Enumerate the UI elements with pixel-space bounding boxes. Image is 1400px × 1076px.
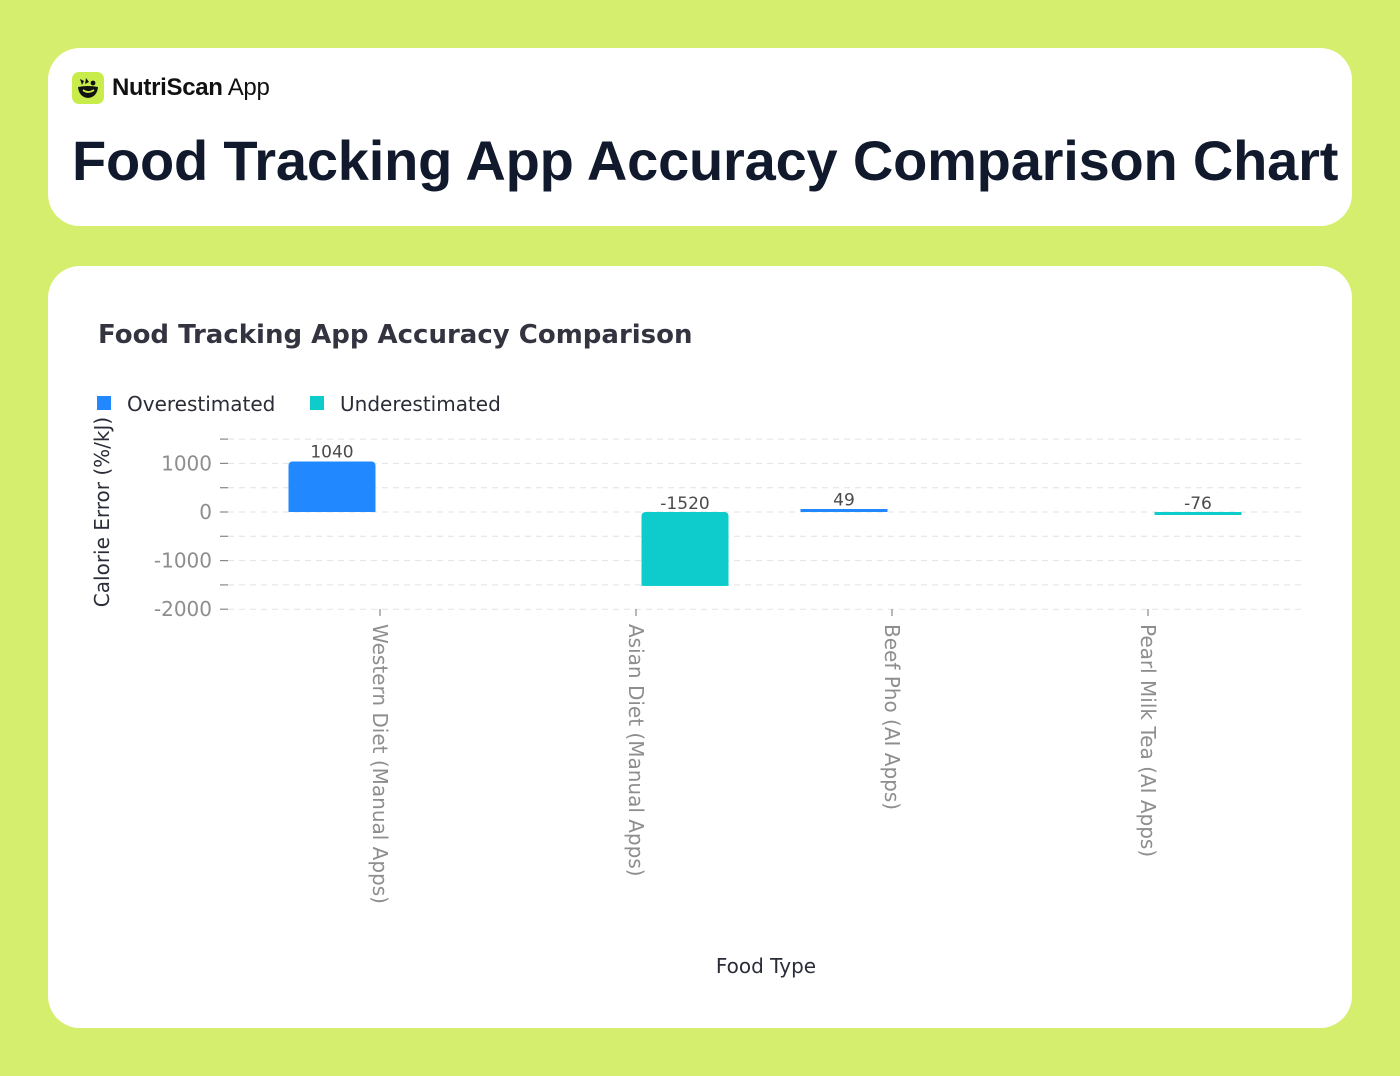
brand-name-light: App bbox=[227, 74, 270, 101]
y-tick-label: -1000 bbox=[154, 549, 212, 573]
y-tick-label: 1000 bbox=[161, 451, 212, 475]
x-axis: Western Diet (Manual Apps) Asian Diet (Ma… bbox=[368, 609, 1160, 904]
bar-value-label: 1040 bbox=[310, 442, 353, 462]
header-card: NutriScan App Food Tracking App Accuracy… bbox=[48, 48, 1352, 226]
x-tick-label: Beef Pho (AI Apps) bbox=[880, 624, 904, 810]
brand-name-bold: NutriScan bbox=[112, 74, 223, 101]
bar-value-label: 49 bbox=[833, 491, 855, 511]
x-tick-label: Pearl Milk Tea (AI Apps) bbox=[1136, 624, 1160, 857]
y-tick-label: 0 bbox=[199, 500, 212, 524]
legend-label: Underestimated bbox=[340, 392, 501, 416]
x-tick-label: Asian Diet (Manual Apps) bbox=[624, 624, 648, 877]
chart-gridlines bbox=[228, 438, 1302, 610]
page-title: Food Tracking App Accuracy Comparison Ch… bbox=[72, 129, 1339, 192]
bar-chart: Food Tracking App Accuracy Comparison Ov… bbox=[90, 320, 1302, 978]
chart-card: Food Tracking App Accuracy Comparison Ov… bbox=[48, 266, 1352, 1028]
brand: NutriScan App bbox=[72, 72, 270, 104]
chart-title: Food Tracking App Accuracy Comparison bbox=[98, 320, 693, 350]
y-axis-title: Calorie Error (%/kJ) bbox=[90, 417, 114, 607]
x-axis-title: Food Type bbox=[716, 954, 816, 978]
brand-name: NutriScan App bbox=[112, 74, 270, 102]
bowl-leaf-icon bbox=[72, 72, 104, 104]
legend-swatch bbox=[97, 396, 111, 410]
legend-item-underestimated[interactable]: Underestimated bbox=[310, 392, 501, 416]
bar-value-label: -1520 bbox=[660, 494, 709, 514]
bar-value-label: -76 bbox=[1184, 494, 1212, 514]
legend-label: Overestimated bbox=[127, 392, 275, 416]
bar-1[interactable]: 1040 bbox=[288, 442, 376, 512]
legend-swatch bbox=[310, 396, 324, 410]
y-tick-label: -2000 bbox=[154, 597, 212, 621]
x-tick-label: Western Diet (Manual Apps) bbox=[368, 624, 392, 904]
chart-legend: Overestimated Underestimated bbox=[97, 392, 501, 416]
legend-item-overestimated[interactable]: Overestimated bbox=[97, 392, 275, 416]
bar-3[interactable]: 49 bbox=[800, 491, 888, 512]
chart-bars: 1040 -1520 49 -76 bbox=[288, 442, 1242, 586]
y-axis: 1000 0 -1000 -2000 bbox=[154, 438, 228, 621]
bar-4[interactable]: -76 bbox=[1154, 494, 1242, 515]
bar-2[interactable]: -1520 bbox=[641, 494, 729, 586]
